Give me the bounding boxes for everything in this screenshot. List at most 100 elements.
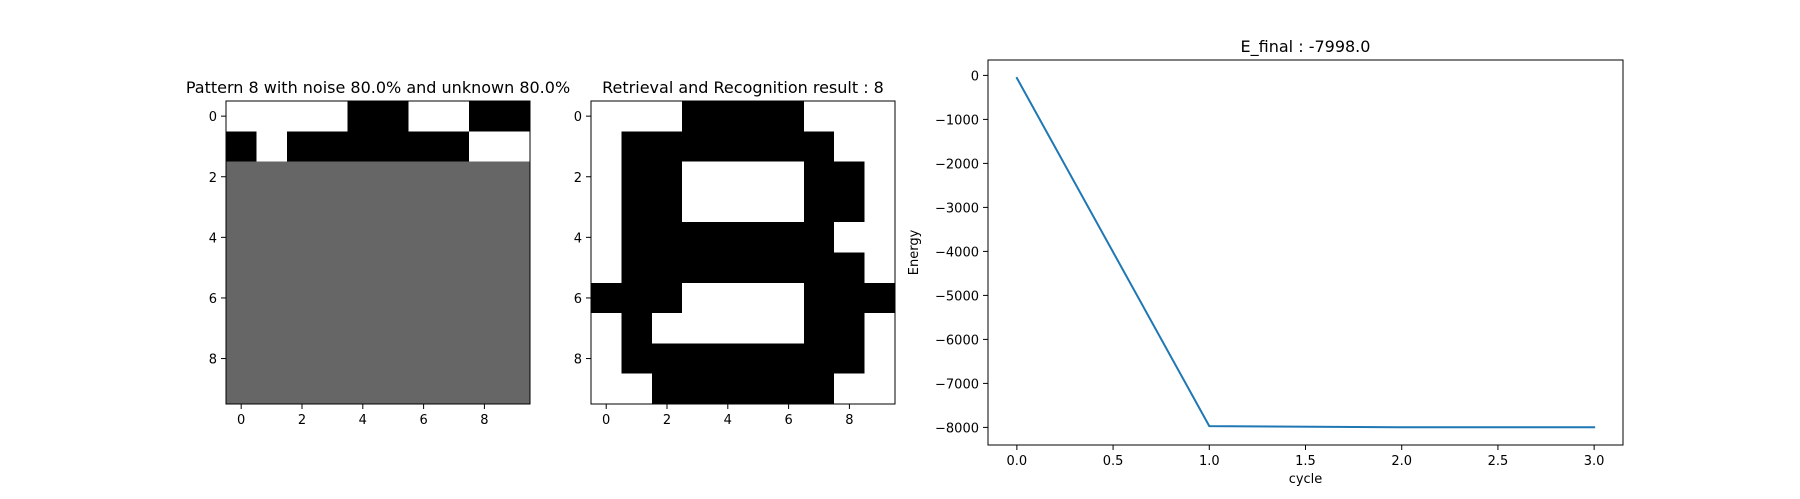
heatmap-cell [621, 343, 653, 375]
x-tick-label: 2.5 [1488, 454, 1509, 469]
heatmap-cell [773, 191, 805, 223]
heatmap-cell [286, 101, 318, 132]
x-axis-label: cycle [1289, 472, 1323, 487]
heatmap-cell [347, 373, 379, 405]
heatmap-cell [317, 282, 349, 314]
heatmap-cell [256, 101, 288, 132]
heatmap-cell [226, 252, 257, 284]
heatmap-cell [286, 131, 318, 163]
heatmap-cell [378, 191, 409, 223]
heatmap-cell [621, 252, 653, 284]
heatmap-cell [591, 161, 622, 193]
heatmap-cell [347, 222, 379, 254]
x-tick-label: 8 [480, 413, 488, 428]
heatmap-cell [317, 161, 349, 193]
heatmap-cell [347, 343, 379, 375]
heatmap-cell [864, 161, 896, 193]
heatmap-cell [651, 373, 683, 405]
heatmap-cell [378, 343, 409, 375]
heatmap-cell [256, 282, 288, 314]
heatmap-cell [682, 343, 714, 375]
heatmap-cell [682, 161, 714, 193]
heatmap-cell [773, 161, 805, 193]
heatmap-cell [712, 282, 744, 314]
heatmap-cell [286, 313, 318, 344]
heatmap-cell [712, 373, 744, 405]
heatmap-cell [621, 313, 653, 344]
y-tick-label: 2 [574, 171, 582, 186]
y-tick-label: 8 [209, 353, 217, 368]
heatmap-cell [591, 343, 622, 375]
heatmap-cell [378, 101, 409, 132]
y-tick-label: −1000 [935, 113, 979, 128]
heatmap-cell [621, 161, 653, 193]
heatmap-cell [226, 373, 257, 405]
heatmap-cell [317, 373, 349, 405]
heatmap-cell [408, 191, 440, 223]
heatmap-cell [378, 373, 409, 405]
heatmap-cell [256, 252, 288, 284]
heatmap-cell [651, 313, 683, 344]
heatmap-cell [438, 161, 470, 193]
heatmap-cell [499, 373, 531, 405]
heatmap-cell [773, 343, 805, 375]
heatmap-cell [469, 131, 501, 163]
heatmap-cell [743, 373, 774, 405]
heatmap-cell [712, 222, 744, 254]
heatmap-cell [591, 252, 622, 284]
heatmap-cell [378, 131, 409, 163]
chart-title: Retrieval and Recognition result : 8 [602, 78, 884, 97]
heatmap-cell [803, 161, 835, 193]
x-tick-label: 2 [298, 413, 306, 428]
heatmap-cell [651, 101, 683, 132]
x-tick-label: 0 [237, 413, 245, 428]
y-tick-label: 4 [209, 231, 217, 246]
x-tick-label: 2.0 [1391, 454, 1412, 469]
heatmap-cell [743, 282, 774, 314]
heatmap-cell [469, 373, 501, 405]
heatmap-cell [378, 282, 409, 314]
heatmap-cell [499, 282, 531, 314]
heatmap-cell [256, 191, 288, 223]
y-tick-label: −8000 [935, 421, 979, 436]
x-tick-label: 4 [724, 413, 732, 428]
heatmap-cell [317, 343, 349, 375]
heatmap-cell [286, 252, 318, 284]
heatmap-cell [712, 313, 744, 344]
x-tick-label: 1.5 [1295, 454, 1316, 469]
heatmap-cell [834, 252, 866, 284]
heatmap-cell [256, 131, 288, 163]
chart-title: Pattern 8 with noise 80.0% and unknown 8… [186, 78, 570, 97]
heatmap-cell [347, 252, 379, 284]
heatmap-cell [256, 313, 288, 344]
x-tick-label: 0.0 [1007, 454, 1028, 469]
heatmap-cell [803, 101, 835, 132]
heatmap-cell [286, 222, 318, 254]
heatmap-cell [743, 222, 774, 254]
heatmap-cell [834, 373, 866, 405]
heatmap-cell [743, 191, 774, 223]
heatmap-cell [256, 222, 288, 254]
heatmap-cell [499, 161, 531, 193]
heatmap-cell [803, 313, 835, 344]
y-tick-label: 2 [209, 171, 217, 186]
heatmap-cell [621, 131, 653, 163]
heatmap-cell [286, 191, 318, 223]
heatmap-cell [803, 373, 835, 405]
heatmap-cell [591, 222, 622, 254]
heatmap-cell [773, 252, 805, 284]
heatmap-cell [438, 373, 470, 405]
x-tick-label: 0 [602, 413, 610, 428]
heatmap-cell [226, 282, 257, 314]
heatmap-cell [682, 222, 714, 254]
heatmap-cell [438, 282, 470, 314]
heatmap-cell [347, 161, 379, 193]
heatmap-cell [651, 191, 683, 223]
heatmap-cell [378, 222, 409, 254]
heatmap-cell [408, 252, 440, 284]
heatmap-cell [591, 191, 622, 223]
heatmap-cell [651, 161, 683, 193]
noisy-pattern-panel: 0 2 4 6 8 0 2 4 6 8 Pattern 8 with noise 80.0% and… [186, 78, 570, 428]
y-tick-label: −5000 [935, 289, 979, 304]
heatmap-cell [834, 222, 866, 254]
